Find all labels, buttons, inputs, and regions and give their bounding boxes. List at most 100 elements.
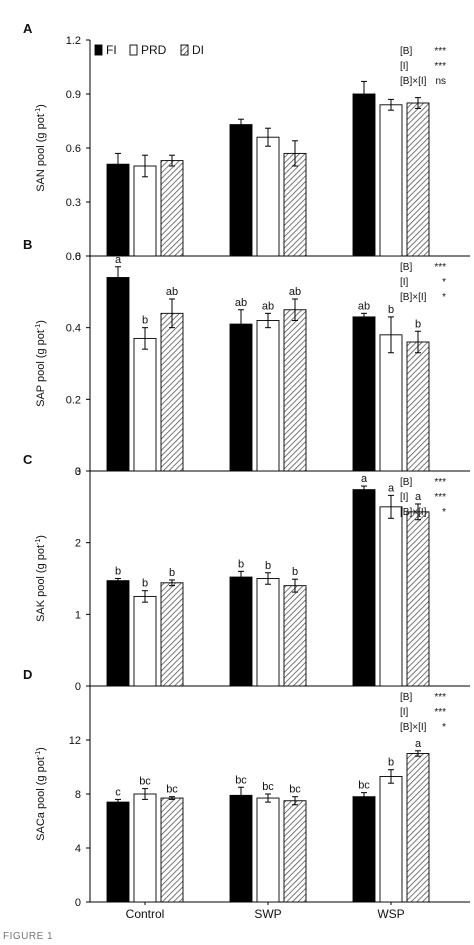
significance-letter: b <box>115 566 121 578</box>
bar-fi-control <box>106 277 130 472</box>
bar-prd-control <box>133 165 157 257</box>
significance-letter: a <box>115 254 122 266</box>
y-tick-label: 3 <box>75 466 81 478</box>
significance-letter: a <box>361 473 368 485</box>
stat-factor: [I] <box>400 492 409 503</box>
y-tick-label: 0.2 <box>66 394 81 406</box>
y-tick-label: 0 <box>75 466 81 478</box>
significance-letter: bc <box>139 776 151 788</box>
y-tick-label: 8 <box>75 789 81 801</box>
y-axis-label: SAN pool (g pot-1) <box>35 104 47 192</box>
x-category-label-swp: SWP <box>254 907 281 921</box>
significance-letter: bc <box>235 774 247 786</box>
panel-a: A 0 0.3 0.6 0.9 1.2 SAN pool (g pot-1) [B] *** [I… <box>23 21 470 263</box>
y-axis-label: SAK pool (g pot-1) <box>35 535 47 622</box>
bar-fi-swp <box>229 576 253 687</box>
stat-significance: * <box>442 277 446 288</box>
significance-letter: b <box>415 318 421 330</box>
y-tick-label: 0 <box>75 251 81 263</box>
bar-fi-swp <box>229 323 253 472</box>
stat-significance: *** <box>434 46 446 57</box>
bar-prd-control <box>133 793 157 903</box>
stat-factor: [I] <box>400 277 409 288</box>
x-category-label-wsp: WSP <box>377 907 404 921</box>
bar-di-swp <box>283 309 307 472</box>
significance-letter: b <box>292 566 298 578</box>
legend-swatch-prd <box>129 44 138 56</box>
bar-fi-wsp <box>352 796 376 903</box>
bar-prd-swp <box>256 797 280 903</box>
stat-significance: * <box>442 507 446 518</box>
panel-letter: B <box>23 237 32 252</box>
bar-fi-control <box>106 580 130 687</box>
y-tick-label: 1.2 <box>66 35 81 47</box>
bar-di-wsp <box>406 753 430 903</box>
stat-significance: * <box>442 292 446 303</box>
bar-di-swp <box>283 152 307 257</box>
legend-label-fi: FI <box>106 43 117 57</box>
significance-letter: b <box>142 578 148 590</box>
bar-fi-wsp <box>352 489 376 687</box>
significance-letter: b <box>169 567 175 579</box>
x-category-label-control: Control <box>126 907 165 921</box>
y-tick-label: 1 <box>75 609 81 621</box>
bar-prd-swp <box>256 320 280 472</box>
legend-label-prd: PRD <box>141 43 167 57</box>
significance-letter: ab <box>235 297 247 309</box>
bar-di-control <box>160 797 184 903</box>
bar-prd-wsp <box>379 104 403 257</box>
significance-letter: b <box>265 560 271 572</box>
legend-label-di: DI <box>192 43 204 57</box>
bar-prd-wsp <box>379 776 403 903</box>
stat-significance: *** <box>434 707 446 718</box>
significance-letter: bc <box>166 784 178 796</box>
figure-caption: FIGURE 1 <box>3 931 54 942</box>
stat-significance: *** <box>434 492 446 503</box>
bar-di-wsp <box>406 511 430 687</box>
legend-swatch-fi <box>94 44 103 56</box>
significance-letter: a <box>388 482 395 494</box>
y-tick-label: 12 <box>69 735 81 747</box>
stat-factor: [B]×[I] <box>400 292 427 303</box>
significance-letter: b <box>388 757 394 769</box>
stat-factor: [B] <box>400 477 412 488</box>
stat-factor: [B] <box>400 692 412 703</box>
significance-letter: bc <box>262 781 274 793</box>
bar-prd-wsp <box>379 506 403 687</box>
bar-fi-control <box>106 801 130 903</box>
panel-letter: D <box>23 667 32 682</box>
bar-fi-control <box>106 163 130 257</box>
bar-di-control <box>160 582 184 687</box>
y-tick-label: 4 <box>75 843 81 855</box>
y-axis-label: SACa pool (g pot-1) <box>35 747 47 841</box>
significance-letter: b <box>142 315 148 327</box>
significance-letter: b <box>388 304 394 316</box>
significance-letter: bc <box>289 784 301 796</box>
bar-prd-control <box>133 337 157 472</box>
panel-b: B 0 0.2 0.4 0.6 SAP pool (g pot-1) a ab ab b ab b ab… <box>23 237 470 478</box>
stat-significance: *** <box>434 692 446 703</box>
bar-prd-wsp <box>379 334 403 472</box>
stat-factor: [I] <box>400 707 409 718</box>
legend-swatch-di <box>180 44 189 56</box>
y-tick-label: 0.9 <box>66 89 81 101</box>
stat-significance: *** <box>434 262 446 273</box>
bar-di-swp <box>283 585 307 687</box>
stat-factor: [B] <box>400 46 412 57</box>
panel-letter: C <box>23 452 33 467</box>
significance-letter: ab <box>289 286 301 298</box>
bar-di-wsp <box>406 341 430 472</box>
stat-significance: *** <box>434 477 446 488</box>
stat-factor: [B]×[I] <box>400 76 427 87</box>
stat-factor: [I] <box>400 61 409 72</box>
bar-di-control <box>160 160 184 257</box>
significance-letter: ab <box>166 286 178 298</box>
bar-prd-swp <box>256 578 280 687</box>
stat-significance: ns <box>435 76 446 87</box>
significance-letter: c <box>115 786 121 798</box>
y-tick-label: 0.6 <box>66 251 81 263</box>
y-tick-label: 0 <box>75 897 81 909</box>
